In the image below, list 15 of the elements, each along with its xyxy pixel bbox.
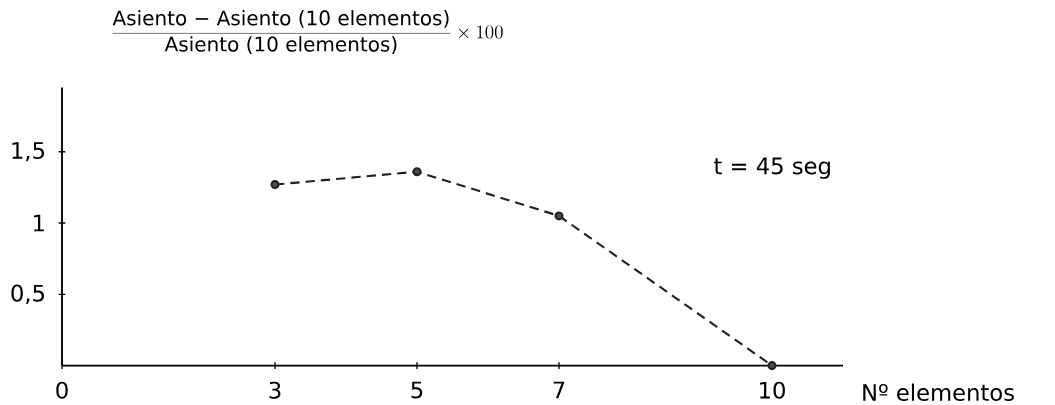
point — [554, 211, 564, 221]
point — [270, 180, 280, 190]
y-tick-label: 0,5 — [11, 284, 44, 305]
y-tick-label: 1,5 — [12, 142, 44, 162]
point — [767, 361, 777, 371]
point — [412, 167, 422, 177]
x-tick-label: 5 — [411, 381, 423, 399]
x-tick-label: 7 — [553, 381, 565, 399]
y-axis-title: $\frac{\mbox{Asiento − Asiento (10 elementos)}}{\mbox{Asiento (10 elementos)}}\times 100$ — [112, 10, 503, 54]
x-tick-label: 0 — [56, 381, 68, 399]
annotation: t = 45 seg — [714, 157, 830, 179]
x-axis-title: Nº elementos — [863, 383, 1014, 402]
x-tick-label: 3 — [269, 381, 281, 399]
y-tick-label: 1 — [34, 214, 44, 232]
x-tick-label: 10 — [760, 381, 785, 399]
